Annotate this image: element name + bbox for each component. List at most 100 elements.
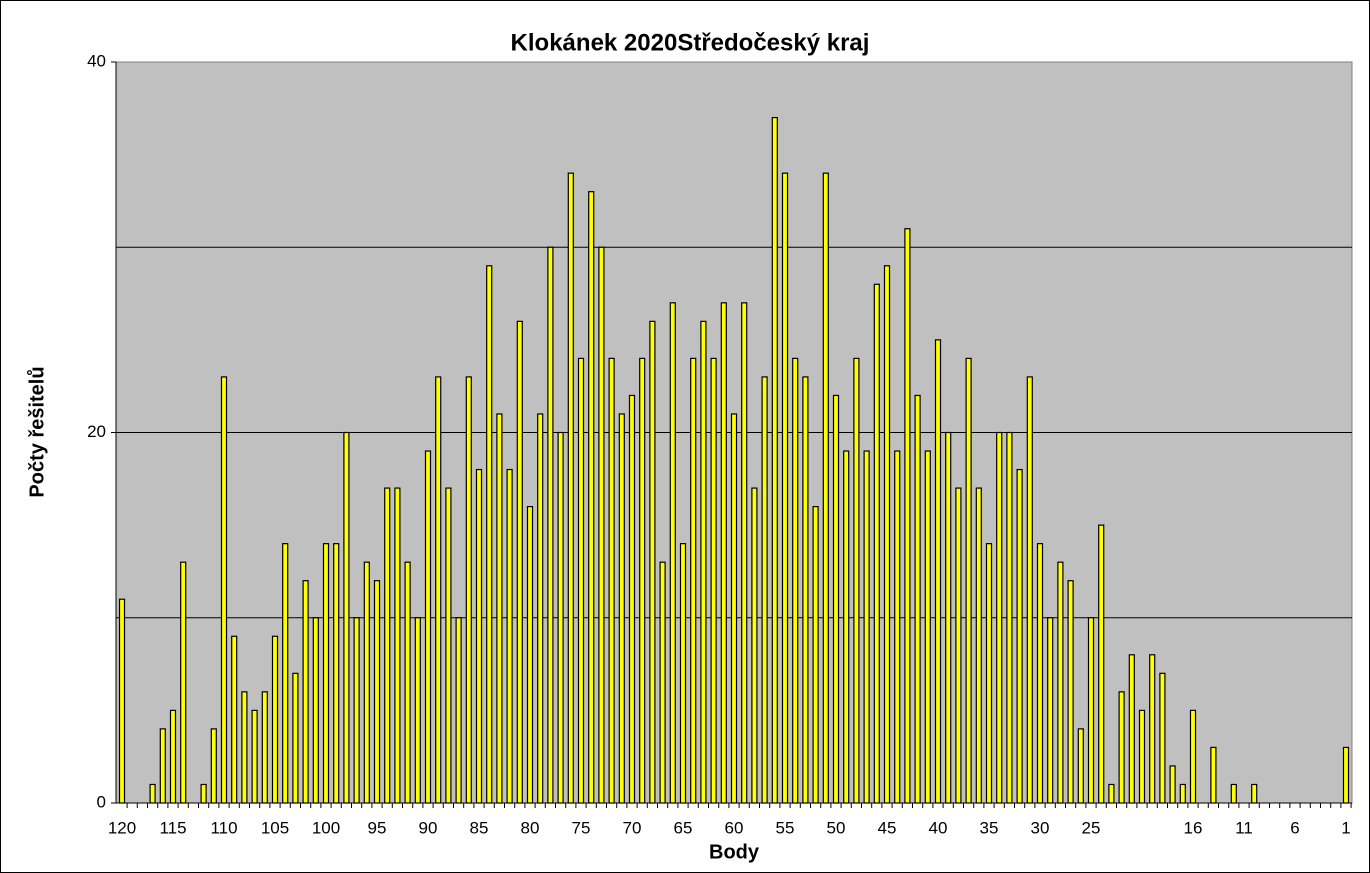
x-tick-label: 45 bbox=[878, 818, 897, 837]
bar bbox=[1077, 728, 1084, 804]
bar bbox=[363, 561, 370, 804]
bar bbox=[353, 617, 360, 804]
bar bbox=[710, 357, 717, 804]
x-tick-label: 35 bbox=[980, 818, 999, 837]
x-tick-label: 11 bbox=[1235, 818, 1253, 837]
bar bbox=[832, 394, 840, 804]
bar bbox=[659, 561, 666, 804]
bar bbox=[720, 302, 727, 804]
bar bbox=[557, 431, 564, 804]
bar bbox=[1210, 746, 1217, 804]
bar bbox=[1128, 654, 1135, 804]
bar bbox=[200, 783, 207, 804]
bar bbox=[965, 357, 972, 804]
bar bbox=[414, 617, 421, 804]
bar bbox=[435, 376, 442, 804]
x-tick-label: 55 bbox=[776, 818, 795, 837]
bar bbox=[292, 672, 299, 804]
x-tick-label: 120 bbox=[108, 818, 136, 837]
x-tick-label: 100 bbox=[312, 818, 340, 837]
bar bbox=[526, 506, 534, 804]
bar bbox=[588, 191, 595, 804]
x-tick-label: 115 bbox=[159, 818, 186, 837]
bar bbox=[863, 450, 870, 804]
bar bbox=[445, 487, 452, 804]
bar bbox=[639, 357, 646, 804]
bar bbox=[1230, 783, 1237, 804]
bar bbox=[1098, 524, 1105, 804]
bar bbox=[424, 450, 432, 804]
bar bbox=[975, 487, 982, 804]
x-tick-label: 30 bbox=[1031, 818, 1050, 837]
bar bbox=[251, 709, 258, 804]
bar bbox=[271, 635, 279, 804]
bar bbox=[547, 246, 554, 804]
bar bbox=[1118, 691, 1125, 804]
bar bbox=[1189, 709, 1197, 804]
bar bbox=[1159, 672, 1166, 804]
bar bbox=[577, 357, 585, 804]
bar bbox=[312, 617, 319, 804]
bar bbox=[1169, 765, 1176, 804]
bar bbox=[934, 339, 942, 804]
bar bbox=[955, 487, 962, 804]
bar bbox=[945, 431, 952, 804]
bar bbox=[1149, 654, 1156, 804]
y-axis-label: Počty řešitelů bbox=[26, 366, 48, 497]
y-tick-label: 0 bbox=[97, 792, 106, 811]
x-tick-label: 90 bbox=[419, 818, 438, 837]
bar bbox=[771, 116, 778, 804]
bar bbox=[628, 394, 636, 804]
y-tick-label: 20 bbox=[87, 422, 106, 441]
bar bbox=[1087, 617, 1095, 804]
bar bbox=[475, 468, 483, 804]
bar bbox=[1047, 617, 1054, 804]
bar bbox=[1026, 376, 1033, 804]
bar bbox=[649, 320, 656, 804]
bar bbox=[598, 246, 605, 804]
bar bbox=[404, 561, 411, 804]
x-tick-label: 105 bbox=[261, 818, 289, 837]
x-tick-label: 1 bbox=[1341, 818, 1350, 837]
bar bbox=[231, 635, 238, 804]
bar bbox=[343, 431, 350, 804]
bar bbox=[322, 543, 330, 804]
bar bbox=[812, 506, 819, 804]
bar bbox=[373, 580, 381, 804]
bar bbox=[608, 357, 615, 804]
bar bbox=[781, 172, 789, 804]
bar bbox=[394, 487, 401, 804]
bar bbox=[761, 376, 768, 804]
bar bbox=[985, 543, 993, 804]
chart-title: Klokánek 2020Středočeský kraj bbox=[511, 29, 870, 56]
bar bbox=[465, 376, 472, 804]
bar bbox=[669, 302, 676, 804]
bar bbox=[210, 728, 217, 804]
bar bbox=[537, 413, 544, 804]
bar bbox=[169, 709, 177, 804]
bar bbox=[180, 561, 187, 804]
x-tick-label: 75 bbox=[572, 818, 591, 837]
bar bbox=[873, 283, 880, 804]
bar bbox=[241, 691, 248, 804]
bar bbox=[914, 394, 921, 804]
x-tick-label: 6 bbox=[1290, 818, 1299, 837]
bar bbox=[567, 172, 574, 804]
bar bbox=[843, 450, 850, 804]
bar bbox=[1067, 580, 1074, 804]
bar bbox=[822, 172, 829, 804]
bar bbox=[894, 450, 901, 804]
bar bbox=[690, 357, 697, 804]
bar bbox=[220, 376, 228, 804]
bar bbox=[159, 728, 166, 804]
bar bbox=[455, 617, 462, 804]
bar bbox=[751, 487, 758, 804]
bar bbox=[802, 376, 809, 804]
bar bbox=[679, 543, 687, 804]
x-tick-label: 25 bbox=[1082, 818, 1101, 837]
bar bbox=[883, 265, 891, 804]
bar bbox=[730, 413, 738, 804]
x-tick-label: 65 bbox=[674, 818, 693, 837]
bar bbox=[741, 302, 748, 804]
